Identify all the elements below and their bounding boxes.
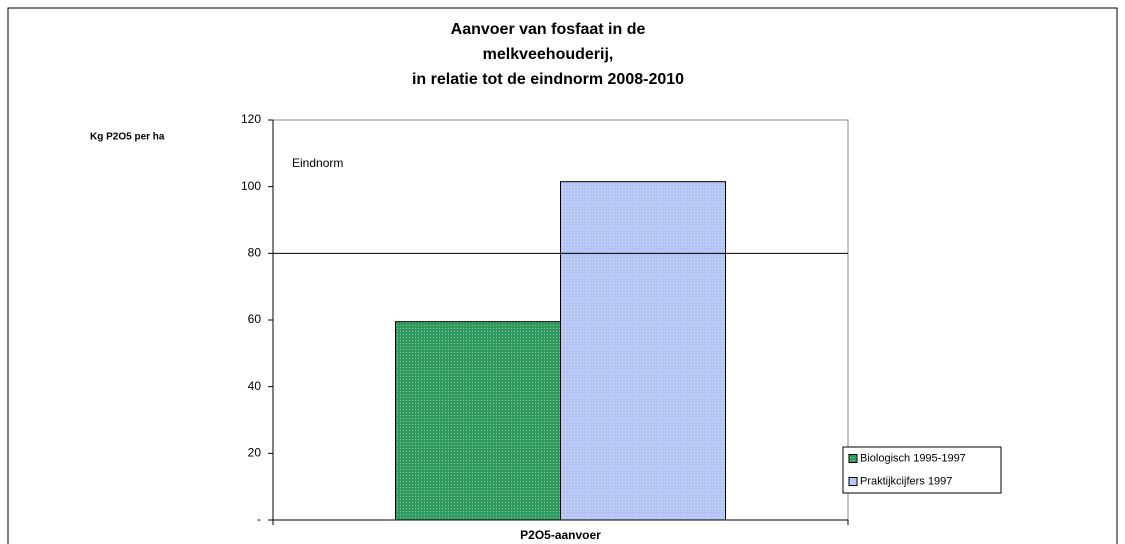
y-tick-label: 40	[248, 379, 262, 393]
bar	[395, 321, 561, 521]
y-tick-label: 80	[248, 246, 262, 260]
legend-swatch	[848, 454, 858, 463]
y-tick-label: 100	[241, 179, 261, 193]
chart-title: Aanvoer van fosfaat in de	[451, 21, 646, 38]
legend-label: Biologisch 1995-1997	[860, 452, 966, 464]
legend-swatch	[848, 477, 858, 486]
chart-title: melkveehouderij,	[483, 46, 614, 63]
x-tick-label: P2O5-aanvoer	[520, 528, 601, 542]
chart-title: in relatie tot de eindnorm 2008-2010	[412, 71, 684, 88]
legend-box	[842, 446, 1002, 494]
y-tick-label: 120	[241, 112, 261, 126]
y-tick-label: 60	[248, 312, 262, 326]
y-tick-label: -	[257, 512, 261, 526]
legend-label: Praktijkcijfers 1997	[860, 475, 952, 487]
eindnorm-label: Eindnorm	[292, 156, 343, 170]
bar	[560, 181, 726, 521]
y-tick-label: 20	[248, 446, 262, 460]
y-axis-label: Kg P2O5 per ha	[90, 132, 165, 143]
